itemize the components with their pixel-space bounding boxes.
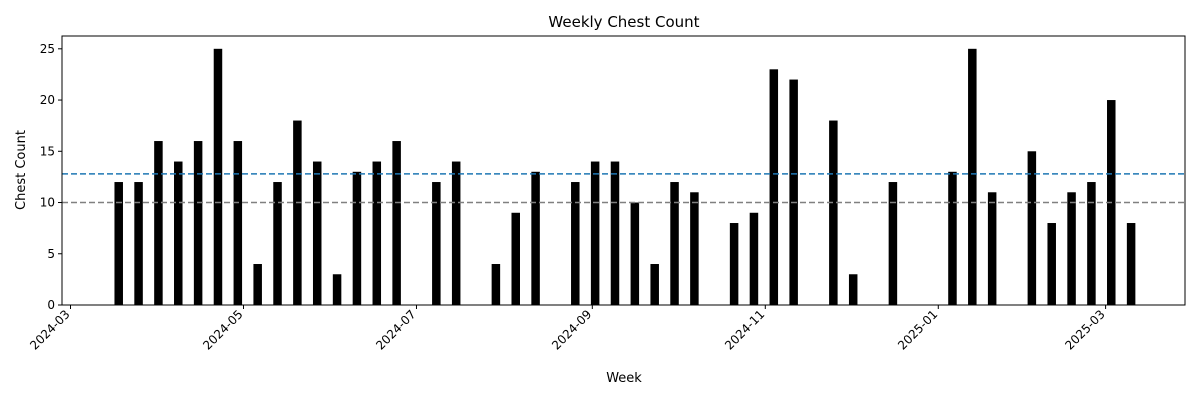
bar	[312, 161, 322, 305]
bar	[630, 202, 640, 305]
bar	[352, 171, 362, 305]
bar	[174, 161, 183, 305]
bar	[531, 171, 540, 305]
x-tick-label: 2024-03	[27, 307, 72, 352]
bar	[511, 212, 520, 305]
bar	[134, 182, 143, 305]
bar	[233, 141, 243, 305]
bar	[987, 192, 997, 305]
bar	[769, 69, 779, 305]
y-tick-label: 25	[40, 42, 55, 56]
bar	[193, 141, 203, 305]
bar	[948, 171, 957, 305]
bar	[1027, 151, 1037, 305]
bar	[432, 182, 441, 305]
y-tick-label: 0	[47, 298, 55, 312]
bar	[273, 182, 282, 305]
bar	[590, 161, 600, 305]
bar	[491, 264, 501, 305]
bar	[1087, 182, 1096, 305]
y-tick-label: 10	[40, 196, 55, 210]
x-axis-label: Week	[606, 371, 642, 386]
bar	[690, 192, 699, 305]
bar	[293, 120, 302, 306]
y-tick-label: 20	[40, 93, 55, 107]
bar	[154, 141, 163, 305]
bar	[789, 79, 798, 305]
x-tick-label: 2024-07	[373, 307, 418, 352]
x-tick-label: 2024-09	[549, 307, 594, 352]
axes-frame	[61, 35, 1186, 306]
x-tick-label: 2024-11	[722, 307, 767, 352]
bar	[729, 223, 739, 305]
bar	[451, 161, 461, 305]
bar	[848, 274, 858, 305]
bar	[253, 264, 262, 305]
x-tick-label: 2024-05	[200, 307, 245, 352]
bar	[829, 120, 838, 306]
bar	[888, 182, 898, 305]
bar	[610, 161, 620, 305]
y-tick-label: 5	[47, 247, 55, 261]
y-tick-label: 15	[40, 144, 55, 158]
bar	[968, 48, 977, 306]
bar	[1047, 223, 1056, 305]
bar	[1067, 192, 1076, 305]
bar	[392, 141, 401, 305]
x-tick-label: 2025-01	[895, 307, 940, 352]
bar	[571, 182, 580, 305]
bar	[1126, 223, 1136, 305]
bar	[372, 161, 382, 305]
bar	[213, 48, 223, 306]
y-axis-label: Chest Count	[14, 130, 29, 210]
bar	[670, 182, 679, 305]
bar	[332, 274, 342, 305]
bar	[114, 182, 123, 305]
plot-area: 0 5 10 15 20 25 2024-03 2024-05 2024-07 2024-09 20…	[27, 35, 1186, 353]
bar	[749, 212, 759, 305]
chart-title: Weekly Chest Count	[548, 13, 699, 31]
bar	[650, 264, 659, 305]
x-tick-label: 2025-03	[1062, 307, 1107, 352]
